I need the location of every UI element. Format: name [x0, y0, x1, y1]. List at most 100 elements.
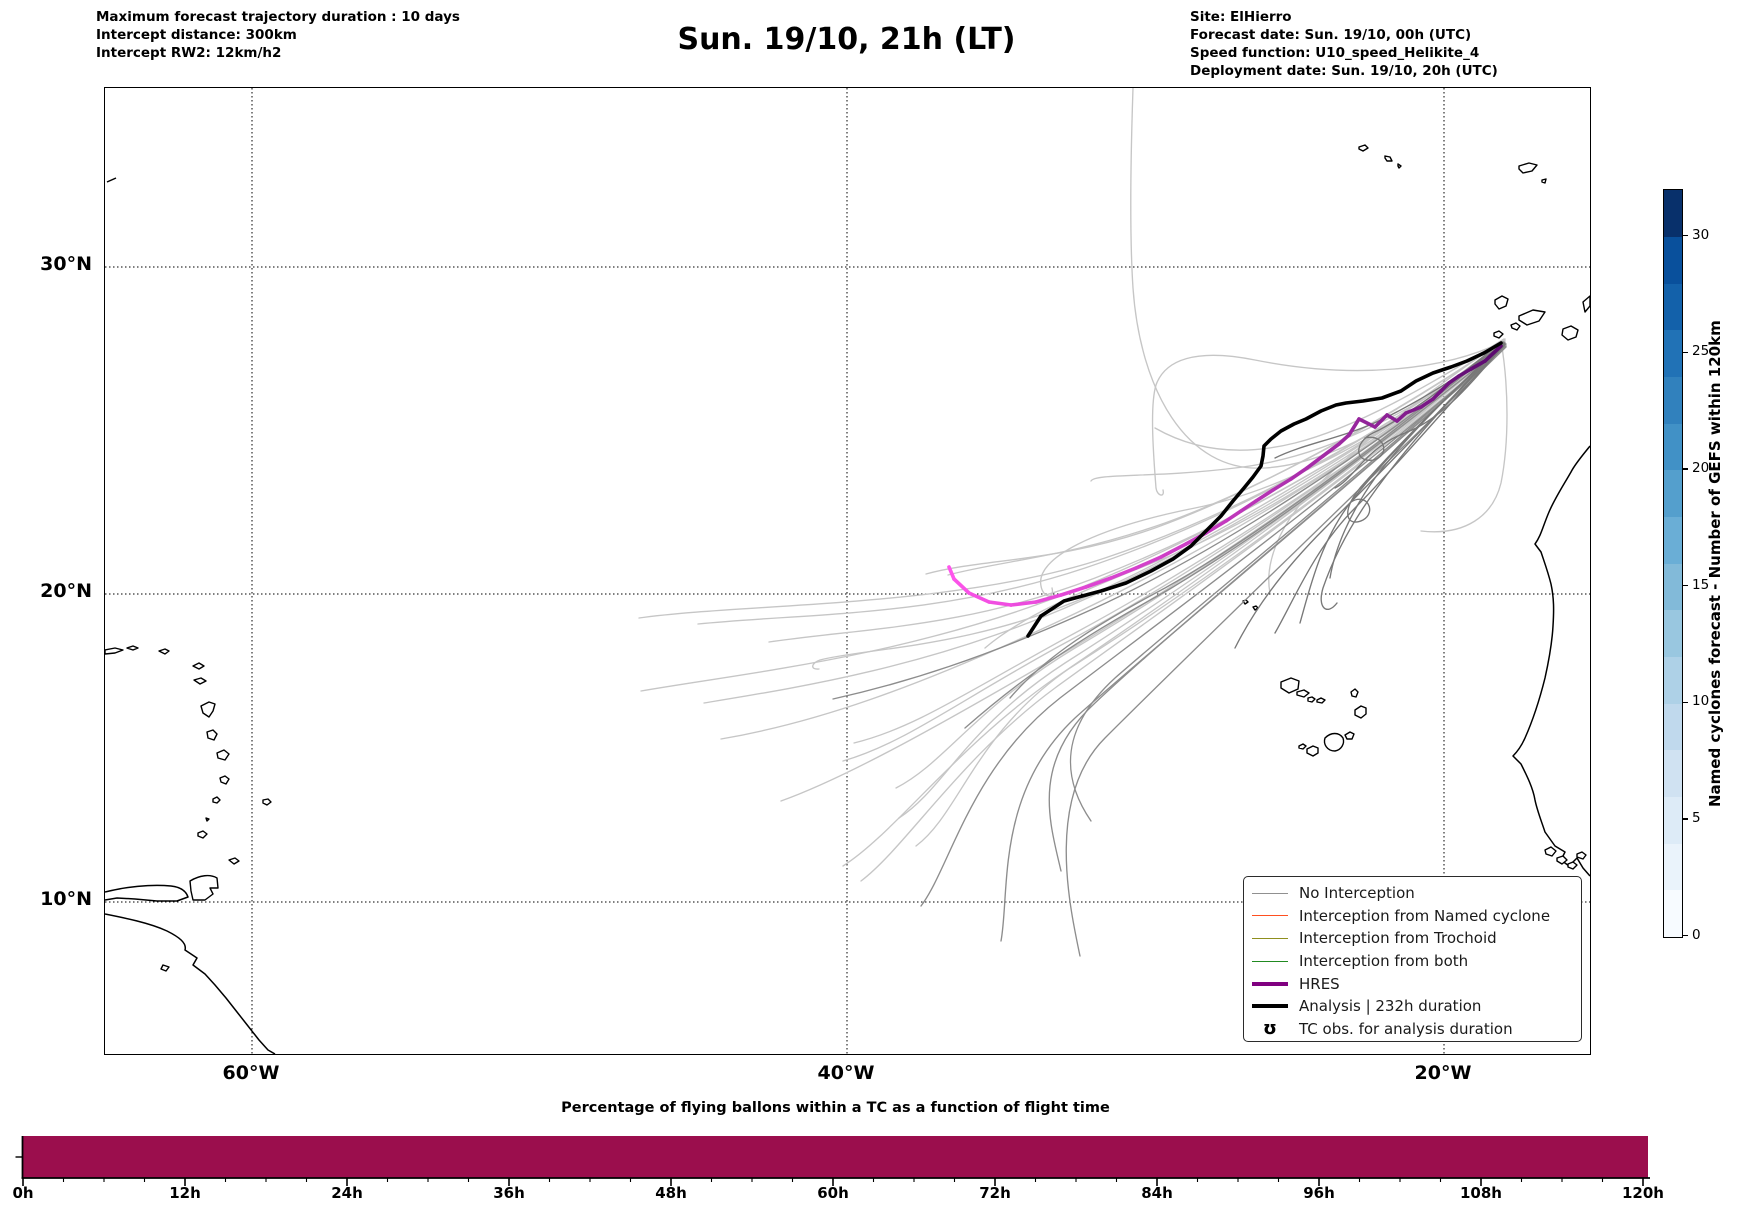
legend-line-sample: [1252, 1004, 1288, 1009]
island-outline: [1397, 163, 1402, 169]
colorbar-tick-label: 30: [1692, 226, 1710, 243]
trajectory-hres: [1034, 593, 1063, 604]
colorbar-band: [1664, 423, 1682, 471]
trajectory-no-interception: [1420, 340, 1508, 533]
colorbar-tick-label: 25: [1692, 343, 1710, 360]
colorbar-band: [1664, 889, 1682, 938]
figure-title: Sun. 19/10, 21h (LT): [677, 22, 1016, 57]
bottom-x-tick-label: 24h: [331, 1184, 363, 1202]
legend-sample: [1250, 937, 1290, 939]
island-outline: [189, 874, 219, 901]
island-outline: [1518, 162, 1538, 174]
colorbar-band: [1664, 749, 1682, 798]
legend-sample: ʊ: [1250, 1019, 1290, 1037]
bottom-x-tick-label: 0h: [12, 1184, 34, 1202]
max-duration-text: Maximum forecast trajectory duration : 1…: [96, 9, 460, 25]
trajectory-hres: [1439, 381, 1451, 393]
trajectory-no-interception: [1274, 344, 1505, 634]
legend-item: Interception from both: [1250, 950, 1581, 973]
trajectory-no-interception: [947, 338, 1506, 576]
bottom-x-tick-label: 120h: [1622, 1184, 1664, 1202]
bottom-chart-title: Percentage of flying ballons within a TC…: [561, 1100, 1110, 1116]
colorbar-axis-label: Named cyclones forecast - Number of GEFS…: [1706, 320, 1724, 807]
trajectory-hres: [1469, 359, 1487, 371]
colorbar-band: [1664, 376, 1682, 424]
trajectory-hres: [1109, 566, 1138, 580]
colorbar-tick: [1683, 351, 1688, 353]
colorbar-tick: [1683, 584, 1688, 587]
coastline: [1512, 445, 1590, 877]
trajectory-hres: [1357, 417, 1377, 429]
colorbar-band: [1664, 843, 1682, 891]
trajectory-no-interception: [638, 342, 1505, 619]
trajectory-hres: [967, 591, 991, 604]
trajectory-no-interception: [860, 346, 1505, 882]
island-outline: [1576, 851, 1587, 860]
legend-item-label: No Interception: [1299, 884, 1415, 903]
legend-sample: [1250, 892, 1290, 894]
trajectory-hres: [1204, 519, 1228, 535]
trajectory-hres: [1254, 488, 1275, 503]
colorbar: [1663, 189, 1683, 938]
trajectory-hres: [1373, 413, 1389, 429]
trajectory-no-interception: [1320, 345, 1505, 610]
trajectory-no-interception: [920, 345, 1507, 907]
island-outline: [1561, 325, 1579, 341]
island-outline: [200, 701, 216, 718]
trajectory-hres: [1084, 576, 1113, 589]
trajectory-no-interception: [1009, 342, 1504, 699]
island-outline: [1358, 144, 1369, 152]
lat-tick-label: 30°N: [40, 253, 92, 275]
trajectory-hres: [1159, 542, 1188, 559]
colorbar-band: [1664, 796, 1682, 844]
island-outline: [126, 645, 139, 651]
map-legend: No Interception Interception from Named c…: [1243, 876, 1582, 1042]
trajectory-hres: [1404, 405, 1423, 415]
header-right-block: Site: ElHierro Forecast date: Sun. 19/10…: [1190, 8, 1498, 80]
trajectory-no-interception: [1154, 338, 1505, 451]
legend-sample: [1250, 981, 1290, 986]
trajectory-no-interception: [1151, 341, 1503, 496]
coastline: [106, 177, 117, 183]
trajectory-no-interception: [703, 343, 1504, 704]
trajectory-hres: [1457, 367, 1473, 378]
island-outline: [1298, 743, 1307, 750]
island-outline: [205, 817, 210, 822]
trajectory-hres: [1305, 454, 1325, 470]
legend-item: Interception from Named cyclone: [1250, 905, 1581, 928]
island-outline: [219, 775, 230, 785]
trajectory-hres: [952, 577, 971, 595]
legend-sample: [1250, 960, 1290, 962]
legend-line-sample: [1252, 892, 1288, 894]
trajectory-no-interception: [915, 342, 1506, 847]
island-outline: [158, 648, 170, 655]
legend-sample: [1250, 915, 1290, 917]
trajectory-hres: [1347, 417, 1361, 437]
colorbar-band: [1664, 190, 1682, 238]
island-outline: [206, 729, 218, 741]
coastline: [105, 913, 276, 1054]
island-outline: [197, 830, 208, 839]
island-outline: [1306, 745, 1319, 757]
trajectory-no-interception: [853, 344, 1507, 744]
trajectory-hres: [947, 565, 956, 581]
island-outline: [1494, 295, 1509, 310]
percentage-bar: [22, 1136, 1648, 1178]
island-outline: [160, 964, 170, 972]
colorbar-tick-label: 0: [1692, 926, 1701, 943]
colorbar-band: [1664, 469, 1682, 518]
colorbar-band: [1664, 283, 1682, 331]
header-left-block: Maximum forecast trajectory duration : 1…: [96, 8, 460, 62]
colorbar-tick-label: 15: [1692, 576, 1710, 593]
colorbar-band: [1664, 516, 1682, 564]
trajectory-hres: [987, 600, 1013, 607]
colorbar-tick-label: 20: [1692, 459, 1710, 476]
island-outline: [262, 798, 272, 806]
colorbar-tick: [1683, 234, 1688, 237]
legend-item-label: Analysis | 232h duration: [1299, 997, 1482, 1016]
trajectory-no-interception: [964, 344, 1506, 729]
island-outline: [1316, 697, 1326, 704]
bottom-x-tick-label: 36h: [493, 1184, 525, 1202]
island-outline: [1493, 330, 1504, 339]
